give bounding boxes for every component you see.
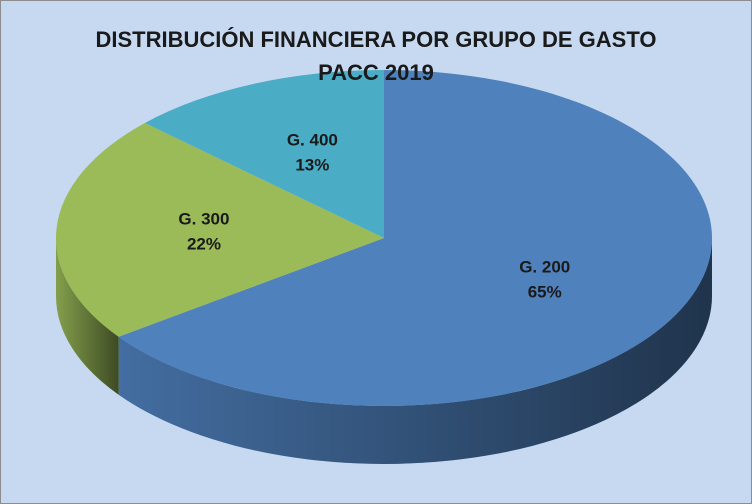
slice bbox=[118, 70, 712, 406]
slice bbox=[144, 70, 384, 238]
slice-category-label: G. 400 bbox=[287, 131, 338, 150]
slice-category-label: G. 300 bbox=[178, 210, 229, 229]
slice-side-shade bbox=[118, 238, 712, 464]
slice-side-shade bbox=[56, 238, 119, 395]
chart-title: DISTRIBUCIÓN FINANCIERA POR GRUPO DE GAS… bbox=[95, 27, 657, 85]
slice bbox=[55, 122, 385, 337]
slice-category-label: G. 200 bbox=[519, 257, 570, 276]
slice-value-label: 22% bbox=[187, 235, 221, 254]
slice-value-label: 13% bbox=[295, 156, 329, 175]
slice-value-label: 65% bbox=[528, 282, 562, 301]
